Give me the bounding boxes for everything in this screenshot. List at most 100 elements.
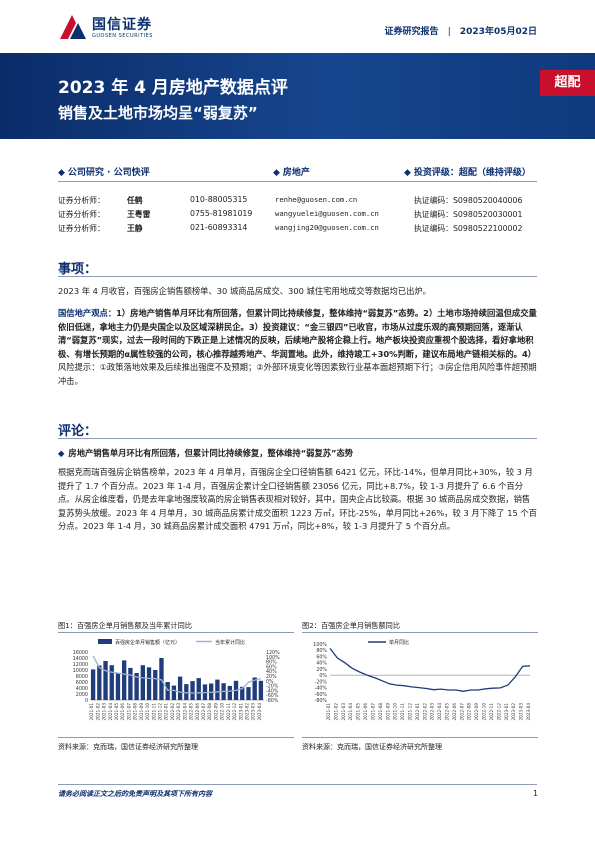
x-tick-label: 2021-09 (139, 703, 144, 721)
x-tick-label: 2022-10 (482, 703, 487, 721)
analyst-email[interactable]: renhe@guosen.com.cn (275, 195, 358, 204)
divider (302, 737, 538, 738)
bar (246, 687, 251, 700)
chart-yoy-line: 单月同比 -80%-60%-40%-20%0%20%40%60%80%100% 20… (313, 639, 531, 721)
legend-label-line: 单月同比 (389, 639, 409, 646)
x-tick-label: 2021-04 (108, 703, 113, 721)
analyst-email[interactable]: wangjing20@guosen.com.cn (275, 223, 379, 232)
x-tick-label: 2022-08 (207, 703, 212, 721)
x-tick-label: 2022-09 (213, 703, 218, 721)
x-tick-label: 2021-05 (114, 703, 119, 721)
y-right-tick-label: 60% (266, 664, 277, 670)
x-tick-label: 2021-07 (126, 703, 131, 721)
y-right-tick-label: -80% (266, 698, 279, 704)
x-tick-label: 2022-11 (489, 703, 494, 721)
y-left-tick-label: 2000 (76, 692, 88, 698)
analyst-cert: 执证编码：S0980522100002 (414, 224, 523, 233)
y-left-tick-label: 4000 (76, 686, 88, 692)
brand-logo-icon (60, 15, 86, 39)
bar (240, 686, 245, 700)
x-tick-label: 2022-05 (445, 703, 450, 721)
view-text-bold: 1）房地产销售单月环比有所回落，但累计同比持续修复，整体维持“弱复苏”态势。2）… (58, 308, 537, 332)
view-text-bold-2: “金三银四”已收官，市场从过度乐观的高预期回落，逐渐认清“弱复苏”现实，过去一段… (58, 321, 537, 359)
x-tick-label: 2023-02 (511, 703, 516, 721)
footer-disclaimer[interactable]: 请务必阅读正文之后的免责声明及其项下所有内容 (58, 790, 212, 798)
x-tick-label: 2023-04 (257, 703, 262, 721)
x-tick-label: 2022-09 (474, 703, 479, 721)
y-tick-label: -20% (315, 679, 328, 685)
y-right-tick-label: 0% (266, 679, 274, 685)
y-tick-label: 40% (316, 661, 327, 667)
bar (90, 669, 96, 700)
logo-text-en: GUOSEN SECURITIES (92, 33, 153, 39)
report-title: 2023 年 4 月房地产数据点评 (58, 78, 288, 98)
bar (140, 665, 145, 700)
footer-divider (58, 784, 537, 785)
event-text: 2023 年 4 月收官，百强房企销售额榜单、30 城商品房成交、300 城住宅… (58, 286, 431, 296)
x-tick-label: 2022-02 (170, 703, 175, 721)
diamond-icon: ◆ (273, 168, 280, 178)
x-tick-label: 2022-08 (467, 703, 472, 721)
bar (109, 665, 114, 700)
analyst-name: 王静 (127, 224, 143, 233)
divider (58, 438, 537, 439)
comment-bullet: ◆ 房地产销售单月环比有所回落，但累计同比持续修复，整体维持“弱复苏”态势 (58, 447, 353, 459)
x-tick-label: 2021-11 (400, 703, 405, 721)
page-number: 1 (533, 789, 539, 798)
y-tick-label: -60% (315, 692, 328, 698)
x-tick-label: 2021-10 (393, 703, 398, 721)
report-date: 2023年05月02日 (459, 27, 537, 37)
x-tick-label: 2022-12 (496, 703, 501, 721)
analyst-role: 证券分析师： (58, 224, 105, 233)
x-tick-label: 2022-04 (182, 703, 187, 721)
x-tick-label: 2023-02 (244, 703, 249, 721)
comment-bullet-text: 房地产销售单月环比有所回落，但累计同比持续修复，整体维持“弱复苏”态势 (68, 448, 354, 458)
divider (58, 276, 537, 277)
title-banner (0, 53, 595, 139)
fig2-caption: 图2：百强房企单月销售额同比 (302, 621, 401, 630)
fig2-source: 资料来源：克而瑞，国信证券经济研究所整理 (302, 743, 442, 751)
x-tick-label: 2021-09 (385, 703, 390, 721)
y-left-tick-label: 6000 (76, 680, 88, 686)
y-right-tick-label: 100% (266, 655, 280, 661)
bar (153, 670, 158, 700)
divider (58, 632, 294, 633)
risk-text: 风险提示：①政策落地效果及后续推出强度不及预期；②外部环境变化等因素致行业基本面… (58, 362, 537, 386)
bar (134, 673, 139, 700)
y-tick-label: 20% (316, 667, 327, 673)
bar (115, 673, 121, 700)
analyst-name: 任鹤 (127, 196, 143, 205)
bar (103, 661, 108, 700)
bar (227, 685, 232, 700)
y-right-tick-label: 40% (266, 669, 277, 675)
x-tick-label: 2022-07 (459, 703, 464, 721)
analyst-phone: 010-88005315 (190, 195, 248, 204)
x-tick-label: 2021-06 (363, 703, 368, 721)
legend-swatch-bar (98, 639, 112, 644)
fig1-source: 资料来源：克而瑞，国信证券经济研究所整理 (58, 743, 198, 751)
series-line-monthly-yoy (329, 648, 531, 692)
y-left-tick-label: 10000 (73, 668, 88, 674)
x-tick-label: 2022-10 (220, 703, 225, 721)
y-tick-label: 0% (319, 673, 327, 679)
x-tick-label: 2021-11 (151, 703, 156, 721)
y-tick-label: 100% (313, 642, 327, 648)
report-type: 证券研究报告 (384, 27, 439, 37)
x-tick-label: 2022-04 (437, 703, 442, 721)
x-tick-label: 2021-01 (89, 703, 94, 721)
category-industry-label: 房地产 (282, 168, 310, 178)
diamond-icon: ◆ (58, 448, 65, 458)
x-tick-label: 2021-10 (145, 703, 150, 721)
bar (177, 676, 183, 700)
report-subtitle: 销售及土地市场均呈“弱复苏” (58, 104, 258, 122)
y-right-tick-label: 80% (266, 660, 277, 666)
y-right-tick-label: -60% (266, 693, 279, 699)
analyst-email[interactable]: wangyuelei@guosen.com.cn (275, 209, 379, 218)
category-rating-label: 投资评级：超配（维持评级） (413, 168, 531, 178)
x-tick-label: 2021-08 (378, 703, 383, 721)
category-rating: ◆ 投资评级：超配（维持评级） (404, 165, 531, 178)
analyst-role: 证券分析师： (58, 210, 105, 219)
bar (97, 665, 102, 700)
x-tick-label: 2022-06 (452, 703, 457, 721)
x-tick-label: 2022-12 (232, 703, 237, 721)
